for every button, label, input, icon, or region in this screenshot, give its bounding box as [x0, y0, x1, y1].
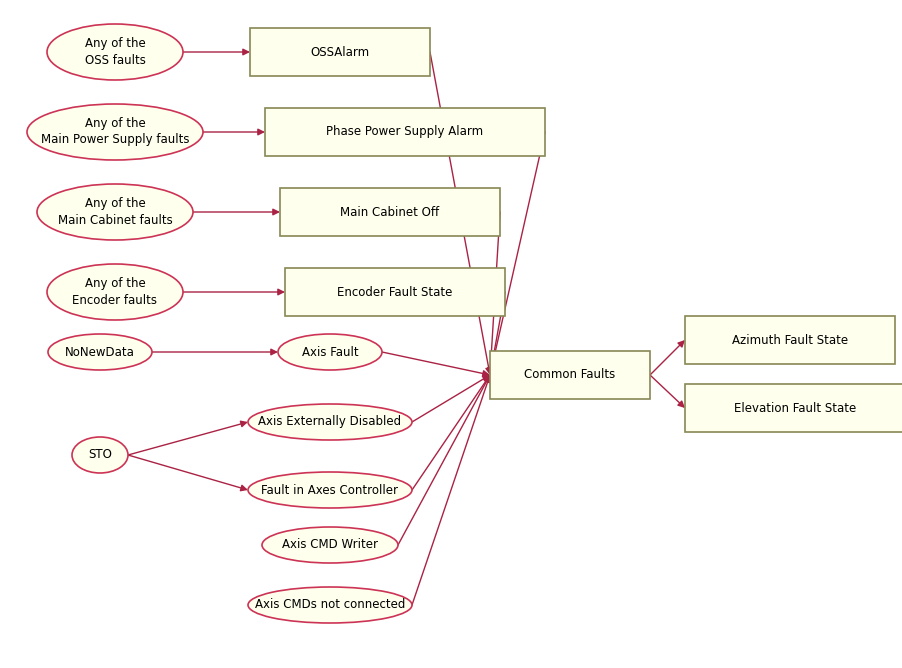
- Text: Any of the
Main Cabinet faults: Any of the Main Cabinet faults: [58, 198, 172, 226]
- Text: Axis Fault: Axis Fault: [301, 345, 358, 359]
- FancyBboxPatch shape: [490, 351, 649, 399]
- FancyBboxPatch shape: [264, 108, 545, 156]
- FancyBboxPatch shape: [685, 384, 902, 432]
- Text: Axis CMD Writer: Axis CMD Writer: [281, 538, 378, 552]
- Ellipse shape: [262, 527, 398, 563]
- FancyBboxPatch shape: [280, 188, 500, 236]
- Ellipse shape: [72, 437, 128, 473]
- Text: Elevation Fault State: Elevation Fault State: [733, 401, 855, 415]
- Ellipse shape: [47, 264, 183, 320]
- Ellipse shape: [48, 334, 152, 370]
- FancyBboxPatch shape: [250, 28, 429, 76]
- FancyBboxPatch shape: [285, 268, 504, 316]
- Text: Common Faults: Common Faults: [524, 369, 615, 381]
- Ellipse shape: [248, 404, 411, 440]
- Text: Any of the
Main Power Supply faults: Any of the Main Power Supply faults: [41, 118, 189, 146]
- FancyBboxPatch shape: [685, 316, 894, 364]
- Text: Any of the
Encoder faults: Any of the Encoder faults: [72, 277, 157, 307]
- Text: Fault in Axes Controller: Fault in Axes Controller: [262, 484, 398, 496]
- Text: STO: STO: [88, 448, 112, 462]
- Text: NoNewData: NoNewData: [65, 345, 134, 359]
- Ellipse shape: [27, 104, 203, 160]
- Text: Encoder Fault State: Encoder Fault State: [337, 285, 452, 299]
- Ellipse shape: [37, 184, 193, 240]
- Ellipse shape: [248, 472, 411, 508]
- Ellipse shape: [47, 24, 183, 80]
- Ellipse shape: [278, 334, 382, 370]
- Text: Axis Externally Disabled: Axis Externally Disabled: [258, 415, 401, 428]
- Text: Main Cabinet Off: Main Cabinet Off: [340, 206, 439, 218]
- Text: Phase Power Supply Alarm: Phase Power Supply Alarm: [327, 126, 483, 138]
- Ellipse shape: [248, 587, 411, 623]
- Text: Axis CMDs not connected: Axis CMDs not connected: [254, 599, 405, 611]
- Text: Any of the
OSS faults: Any of the OSS faults: [85, 37, 145, 67]
- Text: OSSAlarm: OSSAlarm: [310, 45, 369, 59]
- Text: Azimuth Fault State: Azimuth Fault State: [732, 333, 847, 347]
